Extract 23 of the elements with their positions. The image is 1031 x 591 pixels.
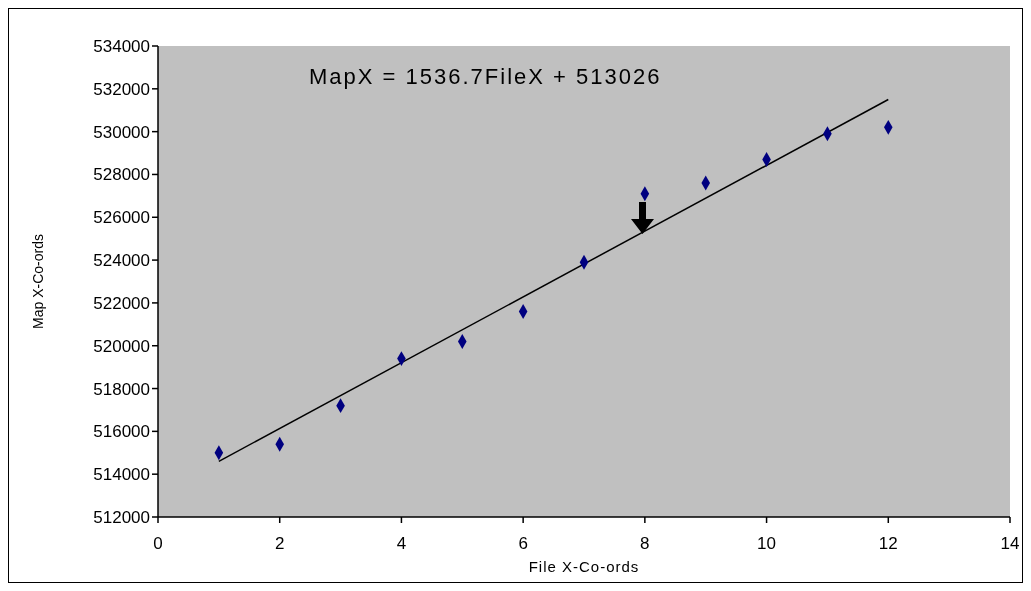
y-axis-title: Map X-Co-ords (29, 234, 46, 329)
y-tick-label: 518000 (93, 379, 150, 399)
annotation: MapX = 1536.7FileX + 513026 (309, 64, 662, 90)
x-tick-label: 2 (274, 534, 285, 554)
y-tick-label: 534000 (93, 37, 150, 57)
x-tick-label: 12 (878, 534, 898, 554)
y-tick-label: 526000 (93, 208, 150, 228)
x-tick-label: 14 (1000, 534, 1020, 554)
y-tick-label: 524000 (93, 251, 150, 271)
y-tick-label: 530000 (93, 122, 150, 142)
x-tick-label: 0 (153, 534, 163, 554)
x-axis-title: File X-Co-ords (528, 557, 640, 575)
y-tick-label: 520000 (93, 336, 150, 356)
y-tick-label: 514000 (93, 465, 150, 485)
x-tick-label: 6 (518, 534, 528, 554)
y-tick-label: 516000 (93, 422, 150, 442)
x-tick-label: 4 (396, 534, 407, 554)
x-tick-label: 10 (757, 534, 777, 554)
y-tick-label: 528000 (93, 165, 150, 185)
x-tick-label: 8 (640, 534, 650, 554)
y-tick-label: 522000 (93, 293, 150, 313)
y-tick-label: 532000 (93, 79, 150, 99)
y-tick-label: 512000 (93, 508, 150, 528)
